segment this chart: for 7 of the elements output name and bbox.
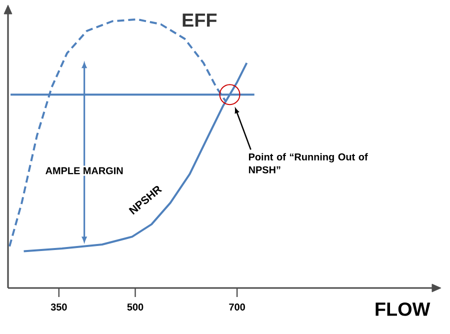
- annotation: AMPLE MARGIN: [46, 167, 123, 174]
- series-label: EFF: [182, 14, 217, 27]
- x-tick-label: 700: [229, 304, 245, 311]
- x-tick-label: 350: [50, 304, 67, 311]
- x-axis-title: FLOW: [376, 302, 430, 316]
- x-tick-label: 500: [127, 304, 144, 311]
- annotation: Point of “Running Out of NPSH”: [248, 153, 368, 174]
